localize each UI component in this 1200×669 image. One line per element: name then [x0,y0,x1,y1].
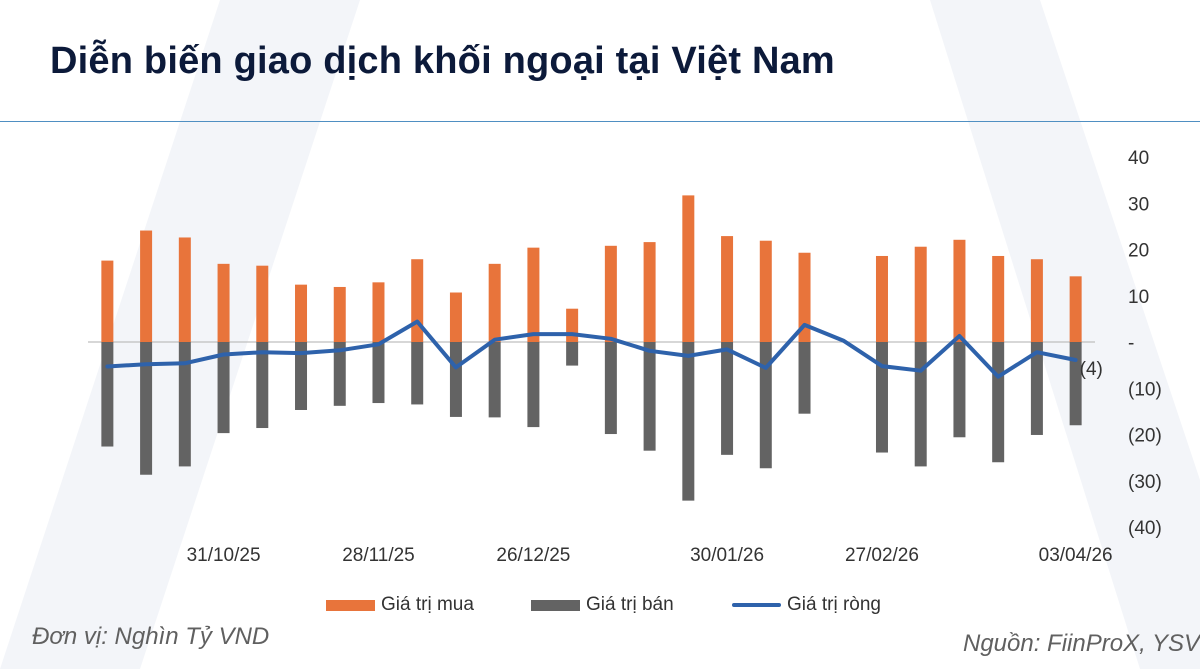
bar-buy [527,247,540,342]
bar-sell [604,342,617,435]
bar-sell [256,342,269,429]
legend-item-net: Giá trị ròng [732,594,881,616]
bar-buy [372,282,385,342]
bar-sell [411,342,424,405]
bar-sell [178,342,191,467]
bar-sell [721,342,734,455]
bar-sell [217,342,230,434]
bar-buy [178,237,191,342]
page-title: Diễn biến giao dịch khối ngoại tại Việt … [50,40,835,82]
legend-label-net: Giá trị ròng [787,594,881,615]
source-note: Nguồn: FiinProX, YSV [962,630,1200,657]
bar-sell [1069,342,1082,426]
bar-sell [333,342,346,406]
bar-buy [488,263,501,342]
bar-buy [217,263,230,342]
x-tick-label: 03/04/26 [1039,545,1113,566]
y-tick-label: (20) [1128,426,1162,447]
bar-buy [333,286,346,342]
bar-buy [875,255,888,342]
bar-buy [604,245,617,342]
legend: Giá trị mua Giá trị bán Giá trị ròng [0,594,1200,618]
bar-sell [953,342,966,438]
legend-label-sell: Giá trị bán [586,594,674,615]
legend-swatch-net [732,603,781,607]
bar-buy [914,246,927,342]
legend-item-sell: Giá trị bán [531,594,674,616]
legend-item-buy: Giá trị mua [326,594,474,616]
y-tick-label: 30 [1128,194,1149,215]
bar-sell [488,342,501,418]
bar-sell [566,342,579,366]
y-tick-label: 20 [1128,241,1149,262]
bar-buy [798,252,811,342]
bar-sell [101,342,114,447]
bar-sell [449,342,462,417]
bar-sell [682,342,695,501]
chart: 40 30 20 10 - (10) (20) (30) (40) 31/10/25 28/11/2… [88,148,1162,566]
x-tick-label: 27/02/26 [845,545,919,566]
bar-buy [295,284,308,342]
net-series-line [105,319,1078,379]
bar-buy [1030,259,1043,342]
bar-buy [759,240,772,342]
bar-buy [566,308,579,342]
bar-sell [914,342,927,467]
bar-buy [992,255,1005,342]
y-tick-label: 40 [1128,148,1149,169]
y-tick-label: 10 [1128,287,1149,308]
x-tick-label: 31/10/25 [187,545,261,566]
bar-buy [256,265,269,342]
bar-buy [140,230,153,342]
bar-buy [721,236,734,342]
y-tick-label: (40) [1128,518,1162,539]
legend-swatch-sell [531,599,580,611]
y-tick-label: (30) [1128,472,1162,493]
net-annotation-label: (4) [1080,359,1103,380]
unit-note: Đơn vị: Nghìn Tỷ VND [32,623,270,650]
bar-sell [643,342,656,451]
bar-sell [527,342,540,428]
bar-buy [643,242,656,342]
bar-sell [759,342,772,469]
bar-buy [1069,276,1082,342]
legend-swatch-buy [326,599,375,611]
bar-buy [953,239,966,342]
x-tick-label: 28/11/25 [342,545,415,566]
bar-buy [101,260,114,342]
bar-sell [295,342,308,410]
y-tick-label: (10) [1128,379,1162,400]
bar-buy [682,195,695,342]
legend-label-buy: Giá trị mua [381,594,474,615]
x-tick-label: 26/12/25 [496,545,570,566]
y-tick-label: - [1128,333,1134,354]
bar-sell [875,342,888,453]
bar-sell [992,342,1005,463]
title-divider [0,121,1200,122]
bar-sell [1030,342,1043,435]
bar-sell [140,342,153,475]
bar-sell [798,342,811,414]
bar-sell [372,342,385,404]
x-tick-label: 30/01/26 [690,545,764,566]
bar-buy [449,292,462,342]
